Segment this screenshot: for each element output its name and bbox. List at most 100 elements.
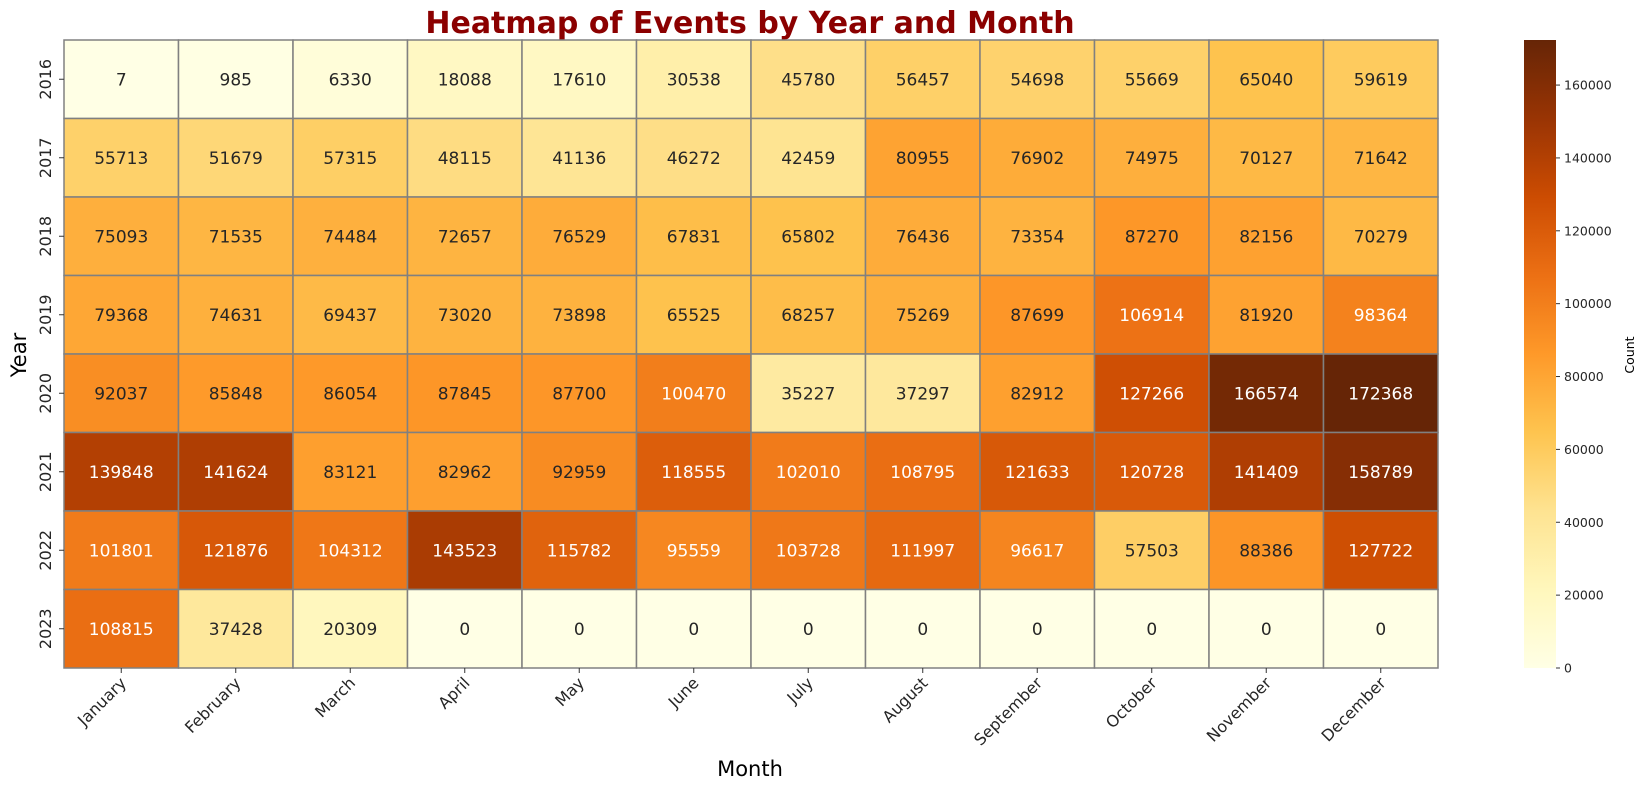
cell-value-label: 80955: [896, 149, 950, 169]
cell-value-label: 37297: [896, 384, 950, 404]
y-tick-label: 2023: [36, 608, 55, 649]
cell-value-label: 0: [917, 620, 928, 640]
y-tick-label: 2021: [36, 451, 55, 492]
colorbar-tick-label: 140000: [1564, 150, 1612, 165]
cell-value-label: 83121: [323, 463, 377, 483]
cell-value-label: 0: [1032, 620, 1043, 640]
heatmap-cell: [1093, 117, 1210, 198]
heatmap-cell: [63, 353, 180, 434]
heatmap-cell: [1093, 431, 1210, 512]
cell-value-label: 120728: [1119, 463, 1184, 483]
heatmap-cell: [1208, 117, 1325, 198]
cell-value-label: 74975: [1125, 149, 1179, 169]
heatmap-cell: [521, 588, 638, 669]
cell-value-label: 69437: [323, 306, 377, 326]
cell-value-label: 0: [688, 620, 699, 640]
cell-value-label: 121633: [1005, 463, 1070, 483]
cell-value-label: 88386: [1239, 541, 1293, 561]
heatmap-cell: [1322, 39, 1439, 120]
cell-value-label: 95559: [667, 541, 721, 561]
heatmap-cell: [177, 39, 294, 120]
cell-value-label: 102010: [776, 463, 841, 483]
cell-value-label: 6330: [329, 70, 372, 90]
cell-value-label: 82156: [1239, 227, 1293, 247]
cell-value-label: 56457: [896, 70, 950, 90]
cell-value-label: 73020: [438, 306, 492, 326]
heatmap-cell: [1322, 510, 1439, 591]
colorbar-tick-label: 0: [1564, 661, 1572, 676]
colorbar-tick-label: 120000: [1564, 223, 1612, 238]
heatmap-cell: [292, 353, 409, 434]
heatmap-cell: [1208, 274, 1325, 355]
colorbar-tick-label: 20000: [1564, 588, 1604, 603]
heatmap-cell: [750, 510, 867, 591]
cell-value-label: 42459: [781, 149, 835, 169]
cell-value-label: 74484: [323, 227, 377, 247]
cell-value-label: 87700: [552, 384, 606, 404]
cell-value-label: 108815: [89, 620, 154, 640]
heatmap-cell: [521, 353, 638, 434]
cell-value-label: 45780: [781, 70, 835, 90]
y-tick-labels: 2016 2017 2018 2019 2020 2021 2022 2023: [36, 59, 64, 649]
x-tick-label: September: [970, 673, 1046, 749]
cell-value-label: 87270: [1125, 227, 1179, 247]
colorbar-tick-label: 40000: [1564, 515, 1604, 530]
heatmap-cell: [864, 39, 981, 120]
cell-value-label: 108795: [890, 463, 955, 483]
x-tick-label: August: [879, 673, 932, 726]
cell-value-label: 87699: [1010, 306, 1064, 326]
x-tick-label: December: [1317, 673, 1389, 745]
heatmap-cell: [292, 588, 409, 669]
cell-value-label: 76902: [1010, 149, 1064, 169]
colorbar: [1524, 40, 1556, 668]
colorbar-tick-label: 100000: [1564, 296, 1612, 311]
heatmap-cell: [177, 353, 294, 434]
heatmap-cell: [177, 510, 294, 591]
cell-value-label: 0: [803, 620, 814, 640]
y-tick-label: 2019: [36, 294, 55, 335]
cell-value-label: 65525: [667, 306, 721, 326]
heatmap-cell: [864, 117, 981, 198]
cell-value-label: 65802: [781, 227, 835, 247]
cell-value-label: 101801: [89, 541, 154, 561]
x-tick-labels: January February March April May June July Augu…: [73, 668, 1390, 749]
cell-value-label: 85848: [209, 384, 263, 404]
cell-value-label: 59619: [1354, 70, 1408, 90]
cell-value-label: 87845: [438, 384, 492, 404]
cell-value-label: 0: [574, 620, 585, 640]
heatmap-cell: [292, 274, 409, 355]
cell-value-label: 46272: [667, 149, 721, 169]
heatmap-cell: [635, 39, 752, 120]
x-tick-label: October: [1102, 673, 1161, 732]
heatmap-cell: [63, 196, 180, 277]
heatmap-cell: [750, 196, 867, 277]
colorbar-label: Count: [1622, 336, 1637, 373]
heatmap-cell: [406, 196, 523, 277]
heatmap-cell: [979, 117, 1096, 198]
heatmap-cell: [63, 274, 180, 355]
heatmap-cell: [1322, 274, 1439, 355]
heatmap-cell: [406, 510, 523, 591]
heatmap-cell: [63, 39, 180, 120]
heatmap-cell: [1093, 274, 1210, 355]
heatmap-cell: [1322, 588, 1439, 669]
heatmap-cell: [979, 510, 1096, 591]
heatmap-cell: [1208, 510, 1325, 591]
cell-value-label: 68257: [781, 306, 835, 326]
x-tick-label: April: [434, 673, 473, 712]
cell-value-label: 67831: [667, 227, 721, 247]
heatmap-cell: [292, 39, 409, 120]
cell-value-label: 82912: [1010, 384, 1064, 404]
x-tick-label: March: [311, 673, 359, 721]
cell-value-label: 55713: [94, 149, 148, 169]
cell-value-label: 158789: [1348, 463, 1413, 483]
heatmap-cells: 7 985 6330 18088 17610 30538 45780 56457 54698 55…: [63, 39, 1439, 669]
cell-value-label: 54698: [1010, 70, 1064, 90]
cell-value-label: 17610: [552, 70, 606, 90]
cell-value-label: 41136: [552, 149, 606, 169]
heatmap-cell: [1093, 39, 1210, 120]
x-tick-label: May: [551, 673, 588, 710]
colorbar-ticks: 0 20000 40000 60000 80000 100000 120000 140000 1…: [1556, 78, 1612, 676]
cell-value-label: 141409: [1234, 463, 1299, 483]
